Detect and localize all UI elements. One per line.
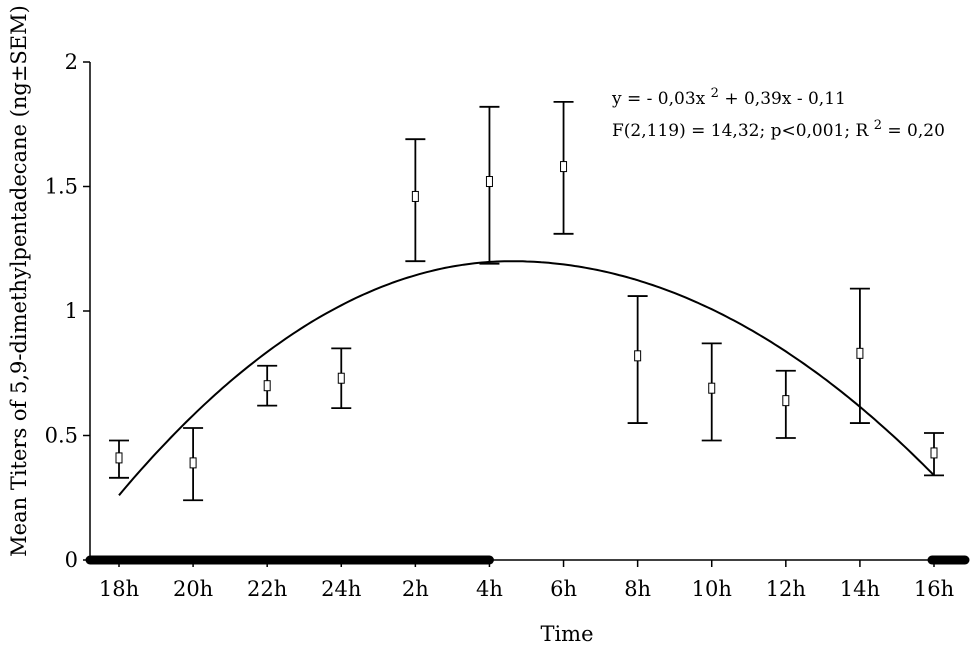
x-axis-title: Time <box>540 622 593 646</box>
x-tick-label: 16h <box>914 577 954 601</box>
data-point-group <box>553 100 574 235</box>
data-point <box>115 452 123 464</box>
y-tick-label: 1 <box>65 299 78 323</box>
x-tick-label: 18h <box>99 577 139 601</box>
data-point-group <box>849 287 870 424</box>
regression-statistics-text: F(2,119) = 14,32; p<0,001; R <box>612 121 870 141</box>
y-axis-title: Mean Titers of 5,9-dimethylpentadecane (… <box>7 5 31 557</box>
y-tick-label: 0 <box>65 548 78 572</box>
data-point-group <box>924 432 944 477</box>
y-tick-label: 0.5 <box>45 424 78 448</box>
y-tick-label: 2 <box>65 50 78 74</box>
data-point-group <box>627 295 648 424</box>
x-tick-label: 10h <box>692 577 732 601</box>
regression-equation-text: y = - 0,03x <box>611 89 706 109</box>
x-tick-label: 4h <box>476 577 503 601</box>
x-tick-label: 8h <box>624 577 651 601</box>
data-point <box>560 161 568 173</box>
x-tick-label: 2h <box>402 577 429 601</box>
data-point <box>189 457 197 469</box>
x-ticks: 18h 20h 22h 24h 2h 4h 6h 8h 10h 12h 14h 16h <box>99 560 954 601</box>
y-tick-label: 1.5 <box>45 175 78 199</box>
data-point-group <box>183 427 204 502</box>
data-point <box>856 347 864 359</box>
data-point-group <box>775 369 796 439</box>
data-point-group <box>701 342 722 442</box>
x-tick-label: 12h <box>766 577 806 601</box>
fit-curve-group <box>118 260 935 496</box>
x-tick-label: 14h <box>840 577 880 601</box>
data-point <box>263 380 271 392</box>
regression-statistics-suffix: = 0,20 <box>887 121 945 141</box>
x-tick-label: 24h <box>321 577 361 601</box>
x-tick-label: 22h <box>247 577 287 601</box>
data-point-group <box>405 138 426 263</box>
data-point <box>930 447 938 459</box>
regression-statistics-superscript: 2 <box>874 118 882 133</box>
regression-equation-superscript: 2 <box>711 86 719 101</box>
x-tick-label: 6h <box>550 577 577 601</box>
regression-equation-suffix: + 0,39x - 0,11 <box>724 89 846 109</box>
data-point-group <box>479 105 500 265</box>
data-point-group <box>109 439 129 479</box>
data-point-group <box>331 347 352 410</box>
regression-statistics: F(2,119) = 14,32; p<0,001; R 2 = 0,20 <box>612 118 945 142</box>
data-point <box>782 395 790 407</box>
x-tick-label: 20h <box>173 577 213 601</box>
data-point <box>634 350 642 362</box>
data-point-group <box>257 364 278 407</box>
regression-equation: y = - 0,03x 2 + 0,39x - 0,11 <box>611 86 846 110</box>
data-point <box>708 382 716 394</box>
data-point <box>485 176 493 188</box>
data-point <box>337 372 345 384</box>
data-point <box>411 190 419 202</box>
data-points <box>109 100 944 502</box>
y-ticks: 0 0.5 1 1.5 2 <box>45 50 90 572</box>
fit-curve <box>118 260 935 496</box>
